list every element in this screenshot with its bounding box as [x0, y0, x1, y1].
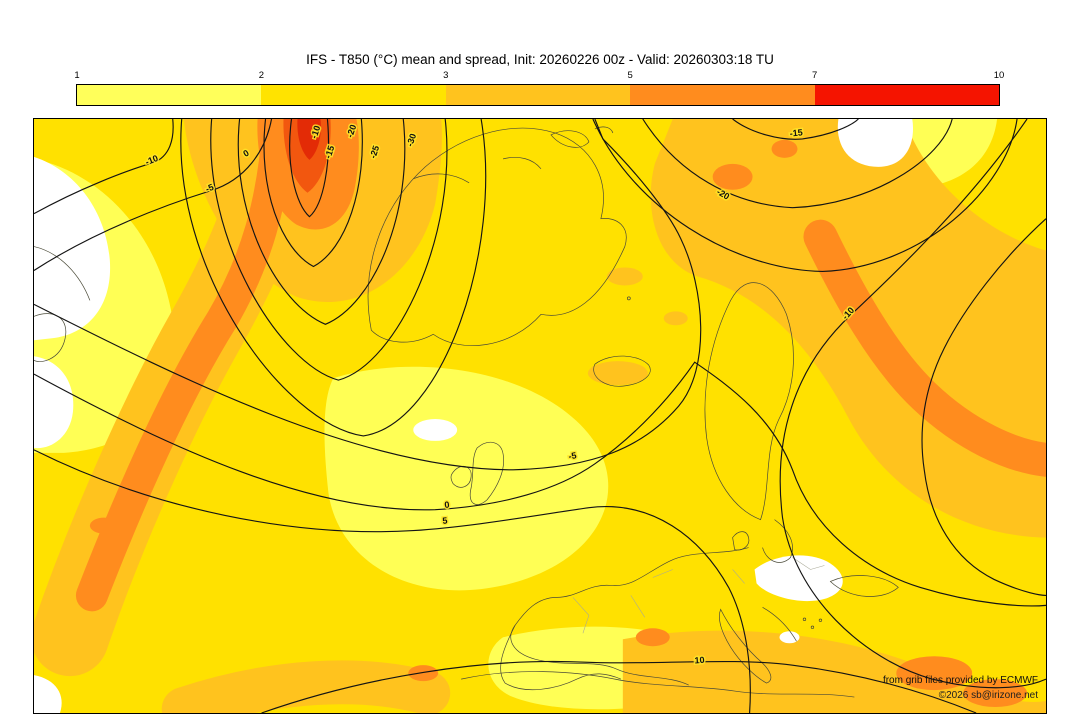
- amber-spread-spot: [587, 361, 648, 386]
- coast-island: [818, 618, 823, 622]
- isotherm-east-inner: [921, 218, 1046, 596]
- colorbar-tick-label: 3: [443, 70, 449, 81]
- isotherm-plus10: [261, 660, 977, 713]
- coast-north-africa: [461, 671, 855, 698]
- contour-label: -5: [568, 450, 578, 461]
- colorbar-segment: [77, 85, 262, 105]
- orange-spread-spot: [635, 628, 670, 647]
- colorbar: 1 2 3 5 7 10: [74, 70, 1004, 106]
- colorbar-segment: [261, 85, 446, 105]
- colorbar-segment: [814, 85, 1000, 105]
- colorbar-segment: [630, 85, 815, 105]
- coast-greenland: [367, 127, 627, 346]
- orange-spread-spot: [963, 679, 1028, 708]
- isotherm-minus10: [180, 119, 487, 437]
- isotherm-minus10-west: [34, 119, 174, 215]
- country-border: [630, 595, 646, 618]
- country-border: [572, 597, 590, 634]
- isotherm-minus15-northeast: [732, 119, 859, 140]
- colorbar-tick-label: 5: [627, 70, 633, 81]
- contour-label: 10: [694, 655, 705, 666]
- amber-spread-spot: [663, 311, 688, 326]
- coast-iberia: [500, 625, 621, 690]
- coast-labrador: [34, 246, 91, 301]
- coast-scandinavia: [704, 282, 794, 521]
- country-border: [792, 557, 825, 570]
- mean-contours: [34, 119, 1046, 713]
- orange-spread-spot: [712, 163, 753, 190]
- colorbar-segments: [77, 85, 1000, 105]
- red-spread-core: [297, 119, 321, 160]
- contour-label: 5: [442, 515, 448, 525]
- orange-spread-spot: [408, 665, 439, 682]
- coast-labrador: [34, 313, 67, 362]
- isotherm-minus5: [34, 119, 702, 471]
- white-low-spread-region: [34, 675, 62, 713]
- isotherm-minus5-west: [34, 119, 273, 271]
- credit-ecmwf: from grib files provided by ECMWF: [882, 675, 1038, 686]
- colorbar-tick-label: 1: [74, 70, 80, 81]
- isotherm-minus15: [210, 119, 448, 381]
- orange-spread-spot: [771, 139, 798, 158]
- white-low-spread-region: [779, 631, 800, 644]
- orange-spread-spot: [89, 517, 118, 534]
- spread-shading: [34, 119, 1046, 713]
- isotherm-minus10-east: [779, 119, 1046, 689]
- coast-svalbard: [550, 130, 590, 148]
- isotherm-plus5: [34, 449, 751, 713]
- colorbar-tick-label: 2: [258, 70, 265, 81]
- contour-label: 0: [444, 499, 450, 509]
- colorbar-segment: [445, 85, 631, 105]
- isotherm-minus20-northeast: [642, 119, 953, 209]
- map-panel: -10 -15 -20 -25 -30 -10 -5 0 -15 -20 -10 -5 0 5 10 fro…: [33, 118, 1047, 714]
- credit-copyright: ©2026 sb@irizone.net: [938, 690, 1038, 701]
- colorbar-tick-label: 7: [811, 70, 818, 81]
- coast-balkans: [762, 607, 797, 642]
- isotherm-minus20: [237, 119, 406, 325]
- orange-spread-band: [75, 119, 295, 612]
- coast-detail: [413, 173, 470, 184]
- coast-italy: [719, 608, 772, 684]
- amber-spread-band: [161, 660, 451, 713]
- coast-iceland: [593, 355, 651, 387]
- coast-island: [802, 617, 807, 621]
- coast-europe: [510, 547, 749, 686]
- country-border: [652, 569, 673, 578]
- isotherm-minus30: [289, 119, 330, 218]
- white-low-spread-region: [413, 418, 458, 441]
- isotherm-northeast-outer: [592, 119, 1018, 273]
- country-border: [732, 569, 745, 584]
- coast-island: [810, 625, 815, 629]
- amber-spread-spot: [606, 267, 643, 286]
- coast-britain: [469, 441, 505, 505]
- orange-spread-band: [803, 219, 1046, 477]
- coast-island: [626, 296, 631, 301]
- chart-title: IFS - T850 (°C) mean and spread, Init: 2…: [306, 52, 774, 67]
- colorbar-tick-label: 10: [993, 70, 1005, 81]
- isotherm-zero: [34, 361, 1046, 607]
- white-low-spread-region: [837, 119, 914, 167]
- orange-spread-spot: [896, 656, 973, 691]
- contour-label: -15: [789, 127, 803, 138]
- coast-black-sea: [829, 575, 899, 597]
- isotherm-minus25: [263, 119, 363, 268]
- coastlines: [34, 126, 899, 698]
- coast-detail: [502, 156, 542, 170]
